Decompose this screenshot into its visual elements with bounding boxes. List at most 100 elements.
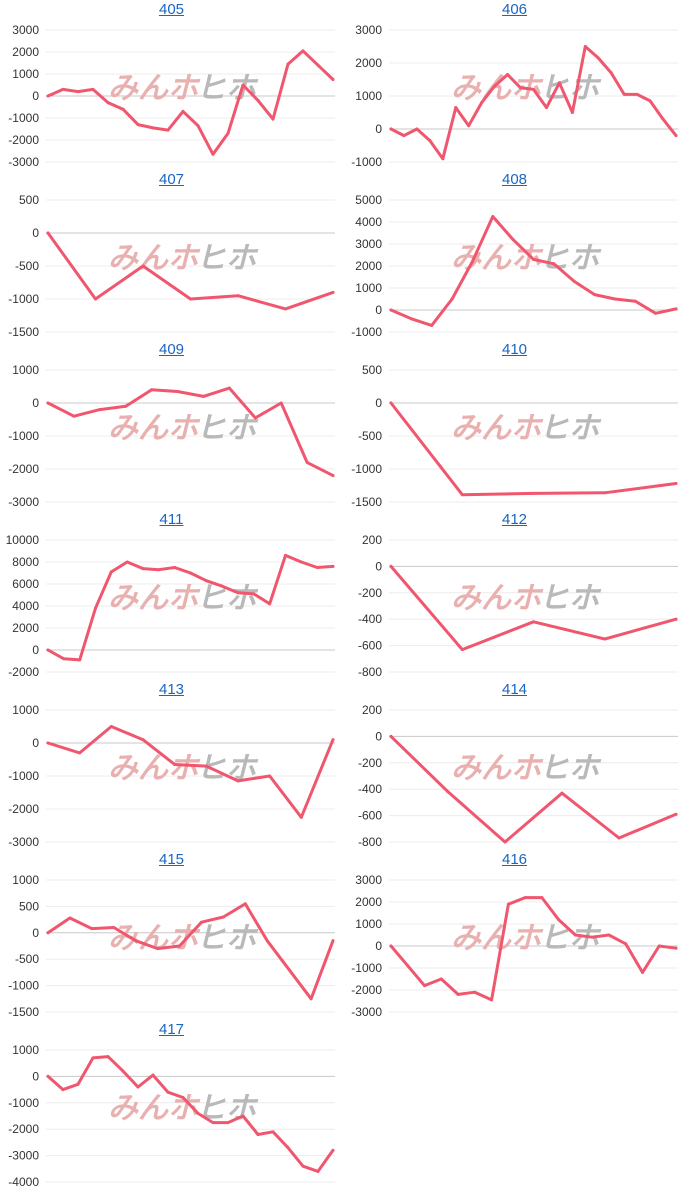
data-point: [460, 493, 464, 497]
data-point: [134, 939, 138, 943]
y-tick-label: 0: [375, 303, 382, 317]
chart-title-link[interactable]: 406: [501, 1, 528, 18]
data-point: [603, 637, 607, 641]
series-line: [389, 734, 678, 844]
y-tick-label: 1000: [355, 89, 382, 103]
y-tick-label: 3000: [355, 873, 382, 887]
data-point: [221, 915, 225, 919]
data-point: [91, 1056, 95, 1060]
y-tick-label: -3000: [8, 495, 39, 509]
data-point: [181, 109, 185, 113]
data-point: [253, 416, 257, 420]
data-point: [572, 279, 576, 283]
watermark-text-left: みんホ: [108, 71, 201, 106]
chart-title-link[interactable]: 415: [158, 851, 185, 868]
y-tick-label: -3000: [8, 835, 39, 849]
chart-title-link[interactable]: 414: [501, 681, 528, 698]
data-point: [331, 290, 335, 294]
data-point: [46, 94, 50, 98]
y-tick-label: 4000: [12, 599, 39, 613]
data-point: [389, 944, 393, 948]
watermark-text-right: ヒホ: [196, 1091, 259, 1126]
chart-title-link[interactable]: 410: [501, 341, 528, 358]
data-point: [544, 106, 548, 110]
data-point: [331, 939, 335, 943]
data-point: [243, 902, 247, 906]
y-tick-label: -4000: [8, 1175, 39, 1189]
data-point: [309, 997, 313, 1001]
data-point: [109, 725, 113, 728]
y-tick-label: -1500: [8, 325, 39, 339]
chart-title-link[interactable]: 412: [501, 511, 528, 528]
data-point: [674, 946, 678, 950]
y-tick-label: 0: [32, 1069, 39, 1083]
data-point: [189, 297, 192, 301]
data-point: [46, 741, 50, 745]
y-tick-label: 500: [19, 193, 39, 207]
data-point: [640, 970, 644, 974]
chart-title-link[interactable]: 409: [158, 341, 185, 358]
y-tick-label: -1500: [351, 495, 382, 509]
data-point: [305, 460, 309, 464]
data-point: [265, 939, 269, 943]
data-point: [211, 152, 215, 156]
y-tick-label: -1000: [351, 961, 382, 975]
data-point: [415, 127, 419, 131]
data-point: [271, 117, 275, 121]
y-tick-label: -1500: [8, 1005, 39, 1019]
data-point: [493, 84, 497, 88]
chart-title-link[interactable]: 407: [158, 171, 185, 188]
y-tick-label: 0: [375, 939, 382, 953]
data-point: [151, 126, 155, 130]
y-tick-label: -400: [358, 782, 382, 796]
data-point: [570, 111, 574, 114]
y-tick-label: 0: [375, 729, 382, 743]
data-point: [141, 264, 145, 268]
data-point: [331, 738, 335, 742]
y-tick-label: 0: [32, 736, 39, 750]
chart-title-link[interactable]: 411: [159, 511, 184, 528]
data-point: [199, 920, 203, 924]
data-point: [76, 1082, 80, 1086]
data-point: [460, 648, 464, 652]
y-tick-label: 0: [375, 122, 382, 136]
watermark-text-right: ヒホ: [196, 921, 259, 956]
data-point: [150, 388, 154, 392]
y-tick-label: -2000: [8, 665, 39, 679]
series-line: [46, 49, 335, 156]
data-point: [423, 984, 427, 988]
data-point: [406, 964, 410, 968]
watermark-text-right: ヒホ: [196, 581, 259, 616]
chart-title-link[interactable]: 405: [158, 1, 185, 18]
chart-panel-411: 411 10000 8000 6000 4000 2000 0 -2000 みんホ ヒホ: [0, 510, 343, 680]
y-tick-label: -1000: [351, 462, 382, 476]
y-tick-label: 5000: [355, 193, 382, 207]
chart-panel-416: 416 3000 2000 1000 0 -1000 -2000 -3000 みんホ ヒホ: [343, 850, 686, 1020]
data-point: [189, 571, 192, 575]
data-point: [454, 106, 458, 110]
chart-title-link[interactable]: 417: [158, 1021, 185, 1038]
data-point: [590, 935, 594, 939]
y-tick-label: 3000: [355, 23, 382, 37]
watermark-text-right: ヒホ: [196, 71, 259, 106]
data-point: [286, 1146, 290, 1150]
y-tick-label: -2000: [8, 133, 39, 147]
chart-title-link[interactable]: 416: [501, 851, 528, 868]
data-point: [201, 394, 205, 398]
data-point: [236, 591, 240, 595]
y-tick-label: 1000: [12, 1043, 39, 1057]
y-tick-label: 2000: [12, 621, 39, 635]
chart-title-link[interactable]: 413: [158, 681, 185, 698]
chart-title-link[interactable]: 408: [501, 171, 528, 188]
series-line: [46, 725, 335, 819]
data-point: [106, 1055, 110, 1059]
data-point: [532, 257, 535, 261]
